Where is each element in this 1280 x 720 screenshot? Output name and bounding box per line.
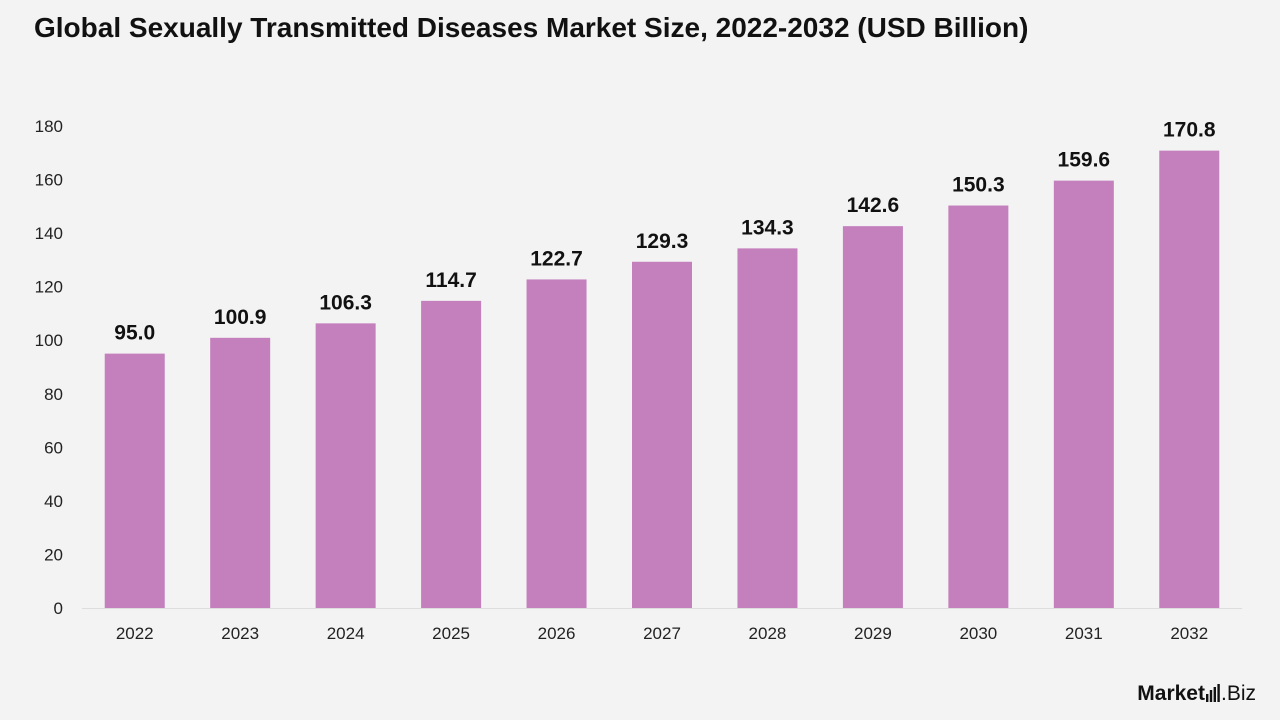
y-axis-ticks: 0 20 40 60 80 100 120 140 160 180 <box>35 117 63 618</box>
data-label: 142.6 <box>847 194 900 217</box>
data-labels: 95.0 100.9 106.3 114.7 122.7 129.3 134.3 142.6 1… <box>114 119 1216 345</box>
y-tick-label: 180 <box>35 117 63 136</box>
bar-2030 <box>948 205 1009 608</box>
y-tick-label: 160 <box>35 171 63 190</box>
y-tick-label: 120 <box>35 278 63 297</box>
x-tick-label: 2027 <box>643 624 681 643</box>
x-tick-label: 2028 <box>749 624 787 643</box>
chart-title: Global Sexually Transmitted Diseases Mar… <box>34 12 1029 43</box>
bar-2027 <box>632 261 692 608</box>
bar-2025 <box>421 300 482 608</box>
x-tick-label: 2026 <box>538 624 576 643</box>
x-tick-label: 2031 <box>1065 624 1103 643</box>
bar-2028 <box>737 248 798 608</box>
x-tick-label: 2022 <box>116 624 154 643</box>
marketbiz-logo: Market .Biz <box>1137 682 1256 706</box>
bar-2024 <box>315 323 376 608</box>
y-tick-label: 60 <box>44 438 63 457</box>
bars <box>104 150 1220 609</box>
x-tick-label: 2023 <box>221 624 259 643</box>
bar-2029 <box>842 226 903 608</box>
logo-word: Market <box>1137 682 1205 705</box>
y-tick-label: 0 <box>54 599 63 618</box>
data-label: 106.3 <box>319 291 372 314</box>
data-label: 134.3 <box>741 216 794 239</box>
data-label: 150.3 <box>952 174 1005 197</box>
bar-2023 <box>210 337 271 608</box>
data-label: 114.7 <box>425 269 476 292</box>
data-label: 95.0 <box>114 322 155 345</box>
x-tick-label: 2030 <box>959 624 997 643</box>
y-tick-label: 40 <box>44 492 63 511</box>
y-tick-label: 140 <box>35 224 63 243</box>
bar-2032 <box>1159 150 1220 608</box>
data-label: 100.9 <box>214 306 267 329</box>
logo-suffix: .Biz <box>1220 682 1256 705</box>
bar-2031 <box>1053 180 1114 609</box>
x-tick-label: 2032 <box>1170 624 1208 643</box>
bar-chart-icon <box>1205 684 1220 702</box>
data-label: 122.7 <box>530 247 583 270</box>
data-label: 170.8 <box>1163 119 1216 142</box>
x-tick-label: 2029 <box>854 624 892 643</box>
bar-2026 <box>526 279 587 608</box>
y-tick-label: 100 <box>35 331 63 350</box>
x-axis-labels: 2022 2023 2024 2025 2026 2027 2028 2029 2030 2031… <box>116 624 1208 643</box>
x-tick-label: 2024 <box>327 624 365 643</box>
data-label: 159.6 <box>1058 149 1111 172</box>
data-label: 129.3 <box>636 230 689 253</box>
x-tick-label: 2025 <box>432 624 470 643</box>
y-tick-label: 80 <box>44 385 63 404</box>
y-tick-label: 20 <box>44 545 63 564</box>
bar-2022 <box>104 353 165 608</box>
